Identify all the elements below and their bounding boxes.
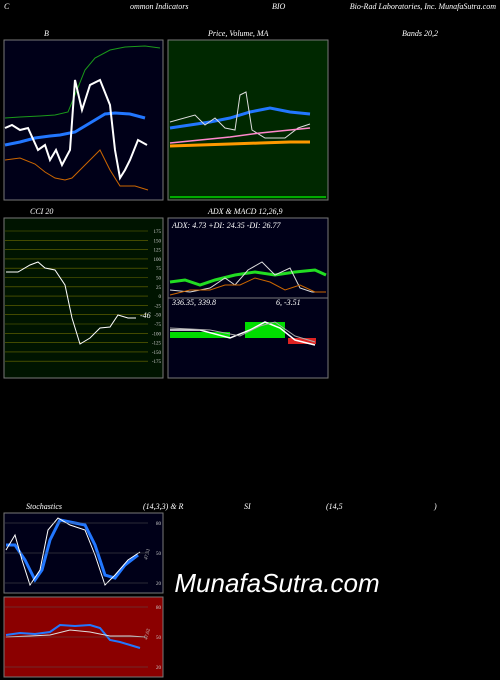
tick-label: 150 (154, 239, 162, 244)
tick-label: -100 (152, 332, 162, 337)
tick-label: 125 (154, 249, 162, 254)
header-left: C (4, 2, 10, 11)
di-line (169, 277, 326, 296)
ma-line (169, 106, 311, 130)
adx-readout: ADX: 4.73 +DI: 24.35 -DI: 26.77 (171, 221, 281, 230)
panel-title: CCI 20 (30, 207, 53, 216)
tick-label: -150 (152, 351, 162, 356)
tick-label: 20 (156, 582, 162, 587)
panel-title: Stochastics (26, 502, 62, 511)
cci-value: -46 (140, 311, 151, 320)
tick-label: 0 (159, 295, 162, 300)
lower-band (4, 149, 149, 191)
di-line (169, 261, 326, 293)
rsi-value: 47.62 (144, 628, 152, 641)
panel-title: Price, Volume, MA (207, 29, 269, 38)
price-panel (167, 39, 329, 201)
panel-title: ADX & MACD 12,26,9 (207, 207, 282, 216)
tick-label: 175 (154, 230, 162, 235)
tick-label: -50 (154, 314, 161, 319)
panel-title: B (44, 29, 49, 38)
panel-title: (14,3,3) & R (143, 502, 184, 511)
tick-label: 50 (156, 277, 162, 282)
macd-hist (170, 332, 230, 338)
tick-label: -25 (154, 304, 161, 309)
close-line (169, 91, 311, 139)
tick-label: -125 (152, 342, 162, 347)
upper-band (4, 45, 161, 119)
panel-title: (14,5 (326, 502, 343, 511)
macd-line (170, 321, 316, 346)
tick-label: -75 (154, 323, 161, 328)
tick-label: 80 (156, 522, 162, 527)
cci-line (6, 261, 136, 345)
signal-line (169, 321, 316, 343)
stoch-d (6, 518, 139, 583)
header-left2: ommon Indicators (130, 2, 188, 11)
panel-title: ) (433, 502, 437, 511)
ma-line (169, 127, 311, 144)
rsi-avg (5, 629, 146, 638)
tick-label: 80 (156, 606, 162, 611)
tick-label: 20 (156, 666, 162, 671)
tick-label: 25 (156, 286, 162, 291)
tick-label: -175 (152, 360, 162, 365)
tick-label: 100 (154, 258, 162, 263)
macd-readout: 6, -3.51 (276, 298, 301, 307)
price-line (4, 78, 148, 181)
panel-title: SI (244, 502, 251, 511)
tick-label: 50 (156, 636, 162, 641)
watermark: MunafaSutra.com (174, 568, 379, 598)
tick-label: 50 (156, 552, 162, 557)
bollinger-panel (3, 39, 164, 201)
header-symbol: BIO (272, 2, 286, 11)
tick-label: 75 (156, 267, 162, 272)
header-right: Bio-Rad Laboratories, Inc. MunafaSutra.c… (350, 2, 496, 11)
macd-readout: 336.35, 339.8 (171, 298, 216, 307)
stoch-k (5, 517, 141, 587)
rsi-line (5, 623, 141, 649)
ma-line (169, 140, 310, 148)
panel-title: Bands 20,2 (402, 29, 438, 38)
stoch-value: 47.51 (144, 548, 152, 561)
cci-panel (3, 217, 164, 379)
